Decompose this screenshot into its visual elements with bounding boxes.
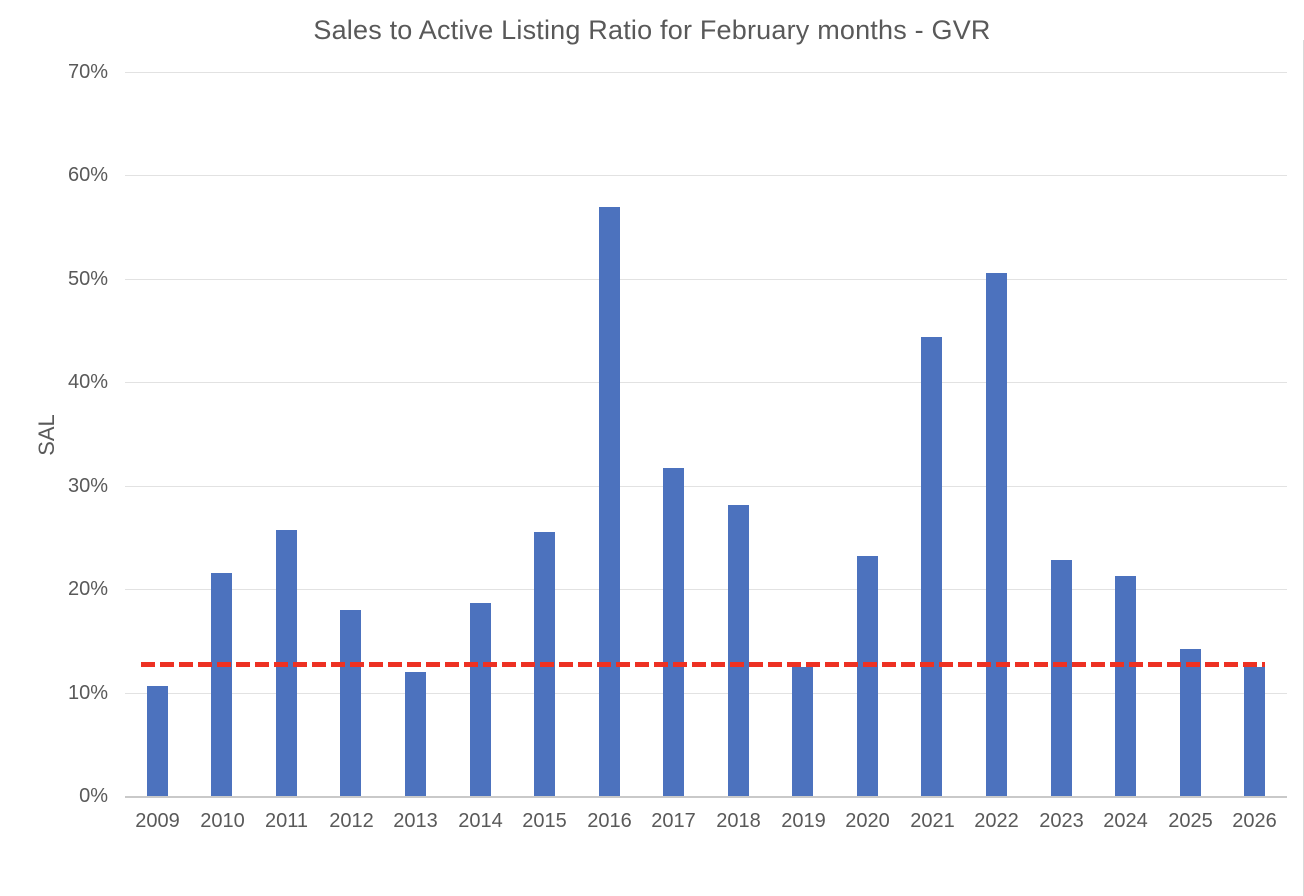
y-tick-label: 10% [67, 682, 108, 704]
gridline [125, 72, 1287, 73]
bar-2021 [921, 337, 942, 796]
x-tick-label: 2022 [974, 810, 1019, 832]
bar-2012 [340, 610, 361, 796]
bar-2018 [728, 505, 749, 796]
bar-2023 [1051, 560, 1072, 796]
reference-dashed-line [141, 662, 1265, 667]
x-tick-label: 2020 [845, 810, 890, 832]
x-tick-label: 2021 [910, 810, 955, 832]
chart-title: Sales to Active Listing Ratio for Februa… [313, 15, 991, 45]
gridline [125, 486, 1287, 487]
bar-2016 [599, 207, 620, 796]
x-tick-label: 2019 [781, 810, 826, 832]
x-tick-label: 2025 [1168, 810, 1213, 832]
x-tick-label: 2017 [651, 810, 696, 832]
x-tick-label: 2018 [716, 810, 761, 832]
bar-2009 [147, 686, 168, 796]
y-tick-label: 70% [67, 61, 108, 83]
y-tick-label: 0% [79, 785, 108, 807]
x-tick-label: 2014 [458, 810, 503, 832]
x-tick-label: 2013 [393, 810, 438, 832]
bar-2014 [470, 603, 491, 796]
x-tick-label: 2024 [1103, 810, 1148, 832]
y-tick-label: 50% [67, 268, 108, 290]
y-tick-label: 30% [67, 475, 108, 497]
bar-2010 [211, 573, 232, 796]
x-tick-label: 2009 [135, 810, 180, 832]
gridline [125, 693, 1287, 694]
gridline [125, 175, 1287, 176]
x-tick-label: 2026 [1232, 810, 1277, 832]
bar-2013 [405, 672, 426, 796]
bar-2024 [1115, 576, 1136, 796]
x-tick-label: 2023 [1039, 810, 1084, 832]
x-tick-label: 2010 [200, 810, 245, 832]
y-tick-label: 40% [67, 371, 108, 393]
bar-2022 [986, 273, 1007, 796]
x-tick-label: 2011 [264, 810, 308, 832]
x-tick-label: 2016 [587, 810, 632, 832]
y-tick-label: 20% [67, 578, 108, 600]
bar-2025 [1180, 649, 1201, 796]
plot-area [125, 72, 1287, 798]
bar-2026 [1244, 667, 1265, 796]
gridline [125, 589, 1287, 590]
gridline [125, 382, 1287, 383]
gridline [125, 279, 1287, 280]
bar-2017 [663, 468, 684, 796]
x-tick-label: 2012 [329, 810, 374, 832]
x-tick-label: 2015 [522, 810, 567, 832]
y-tick-label: 60% [67, 164, 108, 186]
bar-2019 [792, 667, 813, 796]
bar-2020 [857, 556, 878, 796]
